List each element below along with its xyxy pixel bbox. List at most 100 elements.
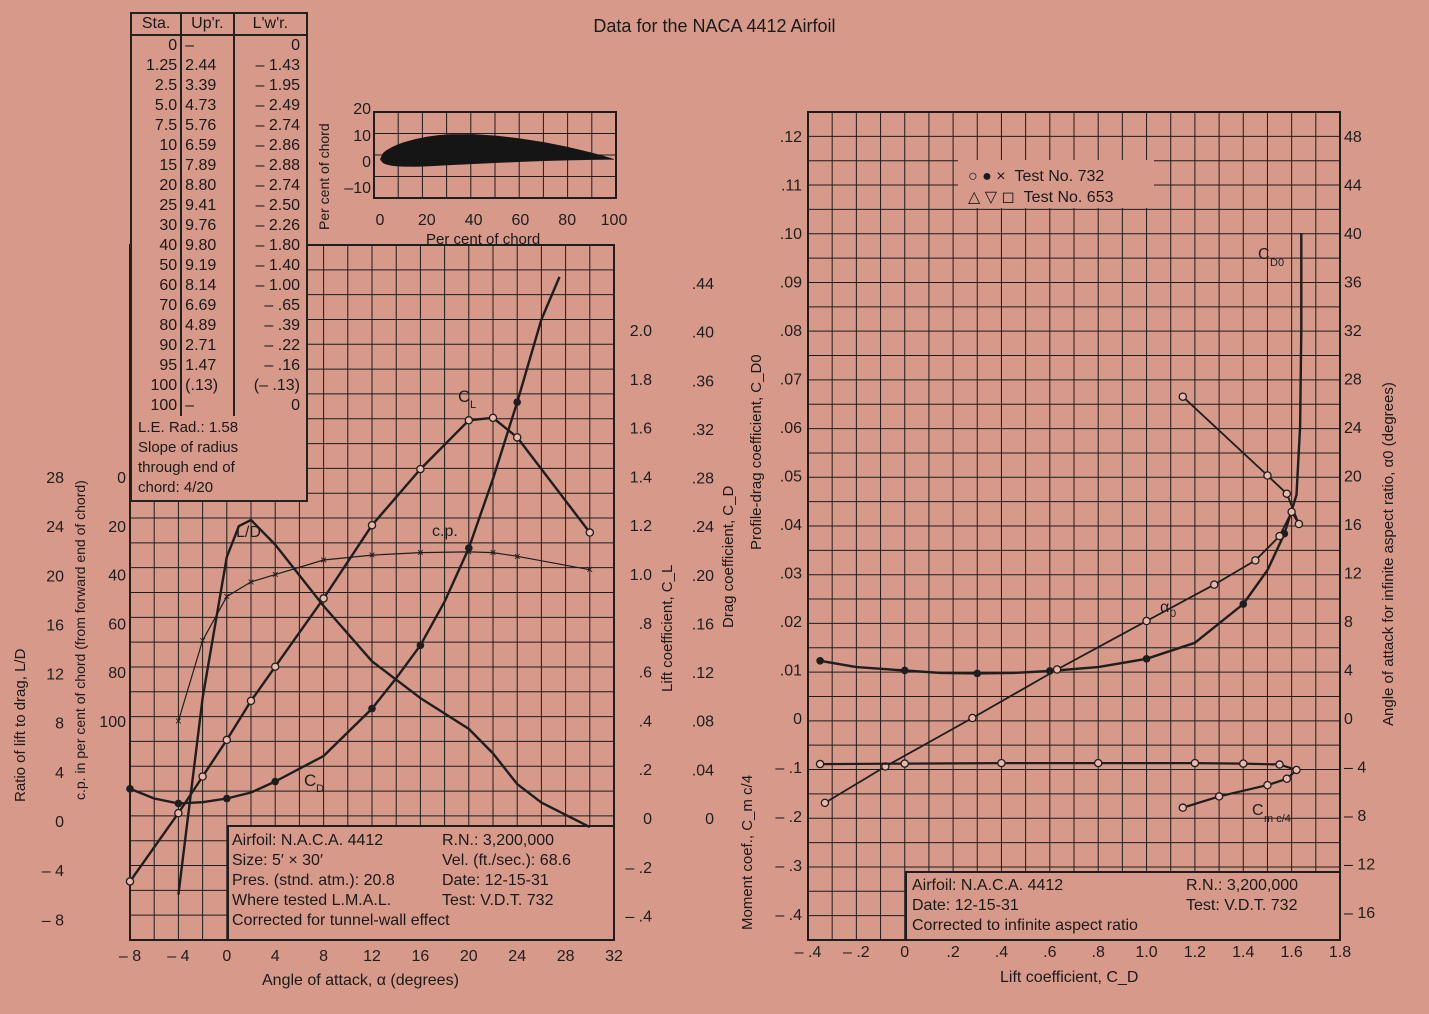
cd0-curve-label-sub: D0	[1270, 257, 1284, 269]
cm-curve-label: C	[1252, 802, 1264, 819]
table-cell: – .39	[264, 317, 300, 334]
alpha0-tick: 44	[1344, 178, 1362, 195]
left-x-tick: 20	[460, 948, 478, 965]
left-x-tick: 28	[557, 948, 575, 965]
cp-point: ×	[223, 590, 230, 604]
ld-axis-label: Ratio of lift to drag, L/D	[12, 648, 29, 802]
table-cell: –	[181, 396, 235, 417]
table-cell: 30	[131, 216, 183, 236]
table-row: 100 (.13) (– .13)	[131, 376, 307, 396]
cl-tick: 1.6	[630, 421, 652, 438]
info-line: R.N.: 3,200,000	[1186, 877, 1299, 894]
cd0-tick: .08	[780, 323, 802, 340]
cm-tick: – .4	[775, 907, 802, 924]
airfoil-shape	[380, 134, 614, 167]
alpha0-point	[1210, 580, 1219, 589]
airfoil-y-tick: 0	[362, 154, 371, 171]
table-cell: – 2.74	[255, 177, 300, 194]
table-cell: 90	[131, 336, 183, 356]
note-line: chord: 4/20	[138, 479, 214, 496]
table-cell: 9.41	[181, 196, 235, 216]
alpha0-axis-label: Angle of attack for infinite aspect rati…	[1380, 382, 1397, 726]
cm-tick: – .1	[775, 760, 802, 777]
cd-point	[223, 794, 231, 803]
cd0-tick: .01	[780, 663, 802, 680]
right-x-axis-label: Lift coefficient, C_D	[1000, 969, 1139, 986]
cd0-tick: .03	[780, 566, 802, 583]
cd-point	[416, 641, 425, 650]
alpha0-tick: 0	[1344, 711, 1353, 728]
info-line: Test: V.D.T. 732	[1186, 897, 1298, 914]
airfoil-x-tick: 100	[601, 212, 628, 229]
alpha0-tick: 8	[1344, 614, 1353, 631]
cl-tick: .6	[639, 665, 652, 682]
table-cell: 50	[131, 256, 183, 276]
cd-tick: .12	[692, 665, 714, 682]
airfoil-x-tick: 20	[418, 212, 436, 229]
left-x-tick: 16	[412, 948, 430, 965]
cd0-tick: .07	[780, 372, 802, 389]
table-cell: – 2.49	[255, 97, 300, 114]
cd0-tick: .09	[780, 275, 802, 292]
table-cell: 2.44	[181, 56, 235, 76]
table-cell: – 1.43	[255, 57, 300, 74]
alpha0-point	[1287, 507, 1296, 517]
right-x-tick: – .2	[843, 944, 870, 961]
cd0-point	[973, 669, 982, 678]
table-cell: 1.47	[181, 356, 235, 376]
cd-tick: 0	[705, 811, 714, 828]
cl-tick: 0	[643, 811, 652, 828]
cm-point	[1190, 758, 1200, 768]
table-cell: (– .13)	[253, 377, 300, 394]
table-cell: 25	[131, 196, 183, 216]
table-row: 7.5 5.76 – 2.74	[131, 116, 307, 136]
info-line: Test: V.D.T. 732	[442, 892, 554, 909]
legend-entry: ○ ● × Test No. 732	[968, 166, 1114, 187]
cl-tick: 1.0	[630, 567, 652, 584]
table-row: 1.25 2.44 – 1.43	[131, 56, 307, 76]
cm-point	[900, 759, 909, 768]
cp-tick: 80	[108, 665, 126, 682]
airfoil-y-axis-label: Per cent of chord	[316, 123, 332, 230]
table-row: 15 7.89 – 2.88	[131, 156, 307, 176]
right-info-right: R.N.: 3,200,000 Test: V.D.T. 732	[1186, 876, 1299, 916]
cl-point	[512, 433, 522, 442]
info-line: Corrected for tunnel-wall effect	[232, 912, 450, 929]
airfoil-x-axis-label: Per cent of chord	[426, 231, 541, 248]
table-row: 80 4.89 – .39	[131, 316, 307, 336]
right-x-tick: 1.8	[1329, 944, 1351, 961]
info-line: Size: 5′ × 30′	[232, 852, 323, 869]
cm-curve-label-sub: m c/4	[1264, 813, 1291, 825]
legend-entry: △ ▽ ◻ Test No. 653	[968, 187, 1114, 208]
cd0-tick: .05	[780, 469, 802, 486]
cm-curve	[820, 761, 1298, 809]
cd-point	[271, 777, 280, 786]
ld-tick: 12	[46, 667, 64, 684]
cm-tick: – .3	[775, 858, 802, 875]
table-row: 20 8.80 – 2.74	[131, 176, 307, 196]
column-header: Up'r.	[181, 13, 235, 36]
right-x-tick: 1.4	[1232, 944, 1254, 961]
ld-tick: 0	[55, 814, 64, 831]
left-x-tick: 4	[271, 948, 280, 965]
alpha0-point	[1052, 665, 1062, 674]
table-row: 70 6.69 – .65	[131, 296, 307, 316]
ld-tick: 20	[46, 568, 64, 585]
table-cell: – 2.26	[255, 217, 300, 234]
cp-point: ×	[465, 545, 472, 559]
alpha0-point	[1282, 489, 1292, 498]
cd0-point	[1239, 600, 1248, 608]
cd-point	[126, 785, 134, 793]
cl-curve-label-sub: L	[470, 399, 476, 411]
airfoil-frame	[373, 111, 617, 199]
alpha0-curve	[824, 396, 1300, 804]
table-cell: 2.5	[131, 76, 183, 96]
cd0-tick: .12	[780, 129, 802, 146]
cm-tick: – .2	[775, 809, 802, 826]
table-cell: 0	[131, 35, 183, 56]
legend-panel	[958, 160, 1154, 208]
cm-point	[1178, 803, 1188, 812]
alpha0-tick: 32	[1344, 323, 1362, 340]
cd0-tick: .06	[780, 420, 802, 437]
table-row: 40 9.80 – 1.80	[131, 236, 307, 256]
